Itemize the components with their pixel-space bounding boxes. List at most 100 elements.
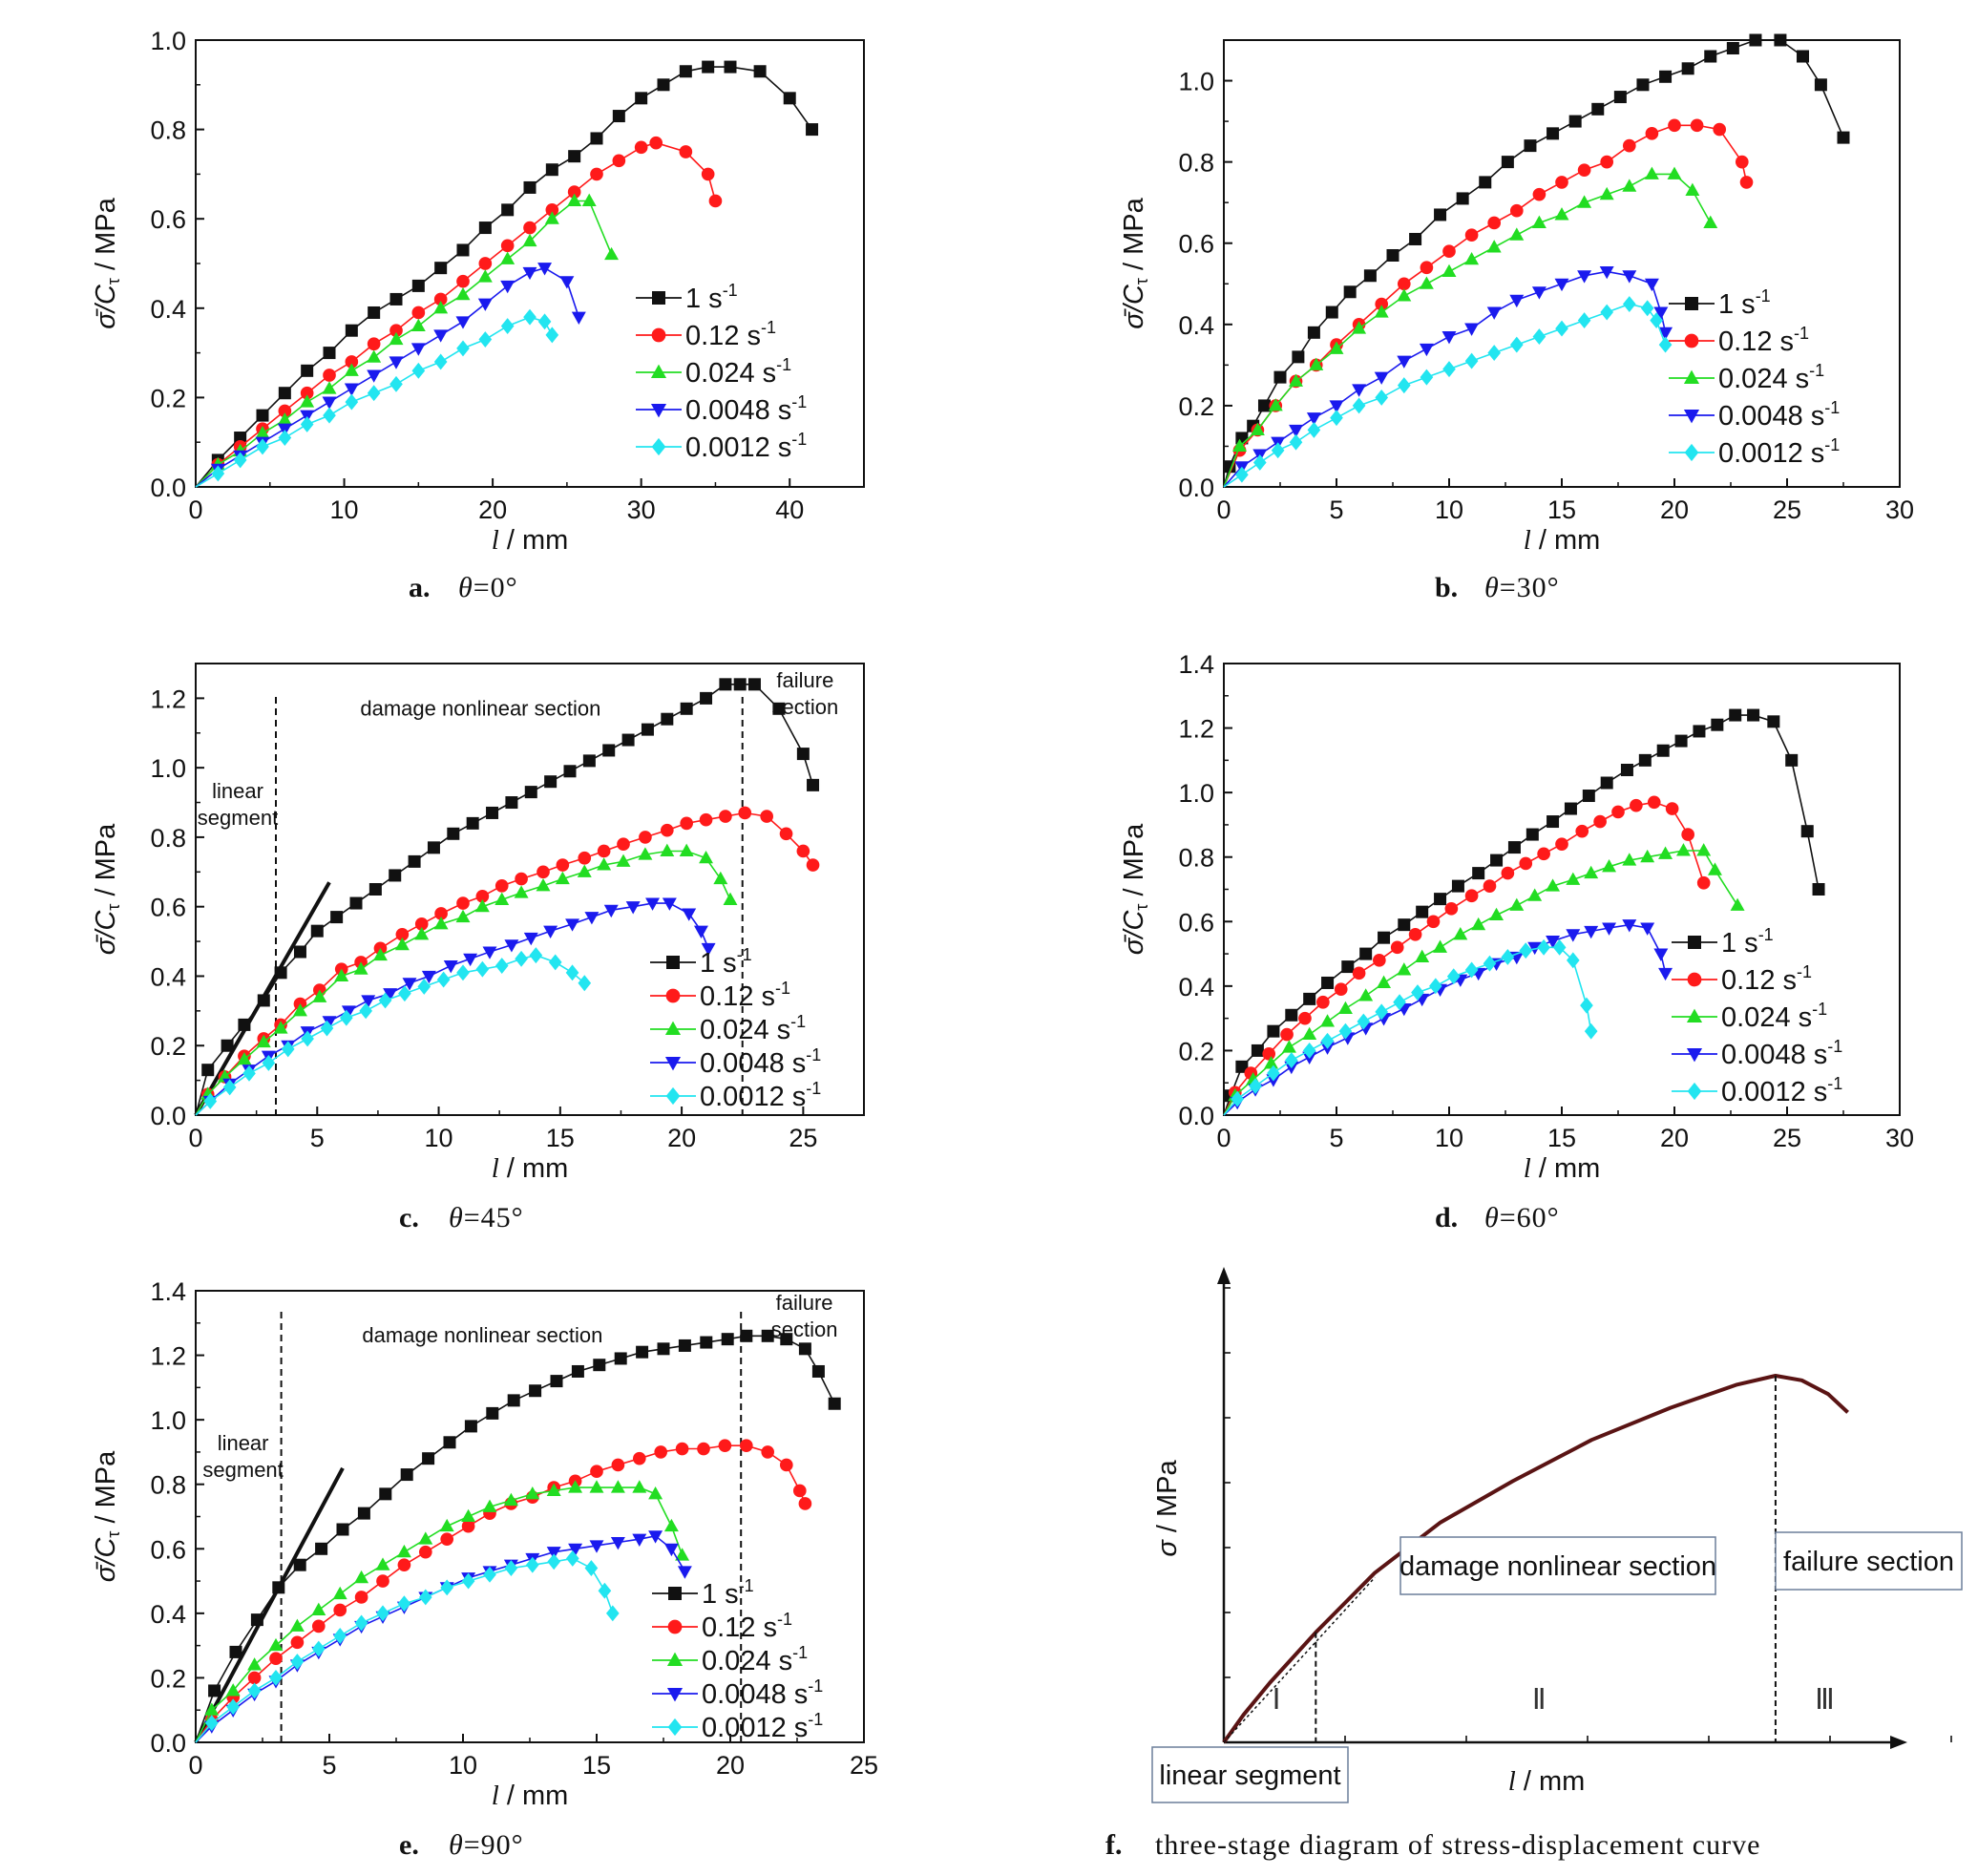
data-point bbox=[1636, 78, 1650, 92]
data-point bbox=[555, 871, 570, 885]
x-tick-label: 20 bbox=[667, 1124, 696, 1152]
data-point bbox=[1471, 917, 1486, 931]
caption-letter: a. bbox=[409, 572, 431, 603]
data-point bbox=[590, 1465, 603, 1479]
data-point bbox=[724, 60, 737, 74]
data-point bbox=[1352, 321, 1367, 334]
legend-item: 0.0048 s-1 bbox=[636, 392, 807, 426]
data-point bbox=[293, 1558, 306, 1571]
legend-label: 0.024 s-1 bbox=[1718, 361, 1824, 394]
data-point bbox=[290, 1654, 305, 1670]
data-point bbox=[1797, 50, 1810, 63]
data-point bbox=[699, 850, 714, 864]
data-point bbox=[1289, 433, 1303, 451]
data-point bbox=[1456, 192, 1469, 205]
data-point bbox=[1442, 244, 1456, 259]
damage-section-label-box bbox=[1399, 1536, 1716, 1595]
x-axis-title: l / mm bbox=[1508, 1766, 1586, 1797]
y-tick-label: 1.4 bbox=[1178, 650, 1214, 679]
data-point bbox=[233, 452, 247, 469]
series-4 bbox=[195, 947, 592, 1116]
data-point bbox=[301, 364, 314, 377]
x-tick-label: 15 bbox=[1547, 1124, 1576, 1152]
data-point bbox=[1472, 867, 1485, 880]
legend: 1 s-10.12 s-10.024 s-10.0048 s-10.0012 s… bbox=[650, 945, 821, 1112]
x-tick-label: 0 bbox=[1216, 495, 1231, 524]
data-point bbox=[433, 353, 448, 370]
data-point bbox=[1630, 798, 1643, 812]
data-point bbox=[269, 1652, 283, 1665]
data-point bbox=[1519, 942, 1533, 959]
data-point bbox=[383, 988, 398, 1001]
y-tick-label: 1.2 bbox=[1178, 715, 1214, 744]
legend-item: 0.0048 s-1 bbox=[1669, 398, 1840, 432]
series-2 bbox=[195, 843, 738, 1116]
legend: 1 s-10.12 s-10.024 s-10.0048 s-10.0012 s… bbox=[1669, 286, 1840, 469]
data-point bbox=[1568, 115, 1582, 128]
data-point bbox=[565, 918, 580, 932]
data-point bbox=[345, 393, 359, 411]
data-point bbox=[1591, 102, 1605, 116]
data-point bbox=[1739, 176, 1754, 189]
data-point bbox=[1325, 306, 1338, 319]
data-point bbox=[1837, 131, 1850, 144]
data-point bbox=[345, 355, 359, 369]
data-point bbox=[322, 396, 337, 410]
data-point bbox=[204, 1702, 220, 1716]
data-point bbox=[1337, 1001, 1353, 1015]
data-point bbox=[397, 1558, 411, 1572]
data-point bbox=[1600, 155, 1614, 169]
data-point bbox=[277, 412, 292, 426]
legend-marker bbox=[666, 1688, 684, 1702]
data-point bbox=[455, 909, 471, 923]
data-point bbox=[414, 927, 430, 940]
data-point bbox=[1378, 931, 1391, 944]
legend-label: 0.0012 s-1 bbox=[700, 1079, 821, 1112]
caption-text: θ=45° bbox=[449, 1202, 524, 1233]
legend-marker bbox=[1684, 333, 1699, 348]
series-1 bbox=[1223, 795, 1711, 1116]
caption: a. θ=0° bbox=[409, 572, 517, 603]
series-line bbox=[195, 954, 585, 1116]
y-tick-label: 1.2 bbox=[150, 685, 186, 713]
data-point bbox=[455, 316, 471, 329]
data-point bbox=[1264, 1056, 1279, 1069]
data-point bbox=[760, 810, 774, 823]
panel-b: 0 5 10 15 20 25 30 0.0 0.2 0.4 0.6 0.8 1.0 σ̄/Cτ / MP… bbox=[1119, 33, 1914, 603]
data-point bbox=[1373, 954, 1386, 967]
data-point bbox=[1593, 814, 1607, 829]
data-point bbox=[208, 1684, 221, 1697]
data-point bbox=[1285, 1008, 1298, 1022]
data-point bbox=[440, 1532, 454, 1546]
data-point bbox=[461, 1572, 475, 1590]
y-axis-title: σ̄/Cτ / MPa bbox=[1119, 197, 1151, 328]
data-point bbox=[507, 1394, 520, 1407]
x-tick-label: 20 bbox=[1660, 1124, 1689, 1152]
data-point bbox=[500, 251, 516, 264]
data-point bbox=[1377, 975, 1392, 989]
data-point bbox=[568, 1480, 583, 1493]
series-4 bbox=[1223, 938, 1598, 1116]
panel-d: 0 5 10 15 20 25 30 0.0 0.2 0.4 0.6 0.8 1.0 1.2 1.4 σ̄/C… bbox=[1119, 650, 1914, 1233]
legend-label: 0.0048 s-1 bbox=[1718, 398, 1840, 432]
data-point bbox=[500, 280, 516, 294]
x-tick-label: 20 bbox=[1660, 495, 1689, 524]
data-point bbox=[612, 110, 625, 123]
data-point bbox=[396, 1544, 411, 1558]
legend-marker bbox=[1686, 1008, 1703, 1022]
data-point bbox=[537, 865, 550, 879]
x-tick-label: 30 bbox=[1885, 1124, 1914, 1152]
series-2 bbox=[1223, 843, 1745, 1116]
data-point bbox=[635, 92, 648, 105]
data-point bbox=[604, 246, 620, 261]
x-tick-label: 0 bbox=[188, 495, 202, 524]
series-0 bbox=[1223, 708, 1825, 1116]
data-point bbox=[439, 1518, 454, 1532]
data-point bbox=[783, 92, 796, 105]
legend-item: 0.12 s-1 bbox=[650, 979, 790, 1012]
data-point bbox=[247, 1657, 263, 1671]
data-point bbox=[421, 970, 436, 984]
data-point bbox=[389, 869, 402, 882]
data-point bbox=[697, 1442, 710, 1456]
data-point bbox=[320, 1020, 334, 1037]
